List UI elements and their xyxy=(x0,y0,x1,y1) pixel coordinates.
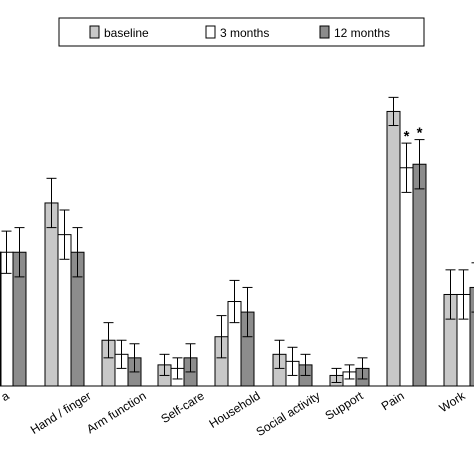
error-bar-hand-finger-12-months xyxy=(72,227,83,278)
category-label-work: Work xyxy=(437,388,469,415)
error-bar-self-care-baseline xyxy=(159,353,170,376)
error-bar-arm-function-3-months xyxy=(116,339,127,369)
error-bar-a-3-months xyxy=(1,230,12,274)
legend-swatch-12-months xyxy=(319,25,330,39)
significance-marker: * xyxy=(404,128,410,145)
bar-hand-finger-baseline xyxy=(44,202,59,387)
error-bar-hand-finger-3-months xyxy=(59,209,70,260)
error-bar-work-baseline xyxy=(445,269,456,320)
error-bar-pain-12-months xyxy=(414,139,425,190)
error-bar-household-baseline xyxy=(216,315,227,359)
legend-swatch-baseline xyxy=(89,25,100,39)
error-bar-social-activity-3-months xyxy=(287,346,298,376)
category-label-a: a xyxy=(0,389,12,405)
error-bar-social-activity-baseline xyxy=(274,339,285,369)
error-bar-household-3-months xyxy=(229,279,240,324)
error-bar-arm-function-baseline xyxy=(103,322,114,359)
error-bar-support-12-months xyxy=(357,357,368,380)
error-bar-pain-3-months xyxy=(401,142,412,193)
bar-pain-12-months xyxy=(412,163,427,387)
error-bar-self-care-3-months xyxy=(172,357,183,380)
category-label-arm-function: Arm function xyxy=(84,389,149,437)
legend-label-12-months: 12 months xyxy=(334,26,390,40)
legend-box xyxy=(58,17,425,47)
error-bar-support-3-months xyxy=(344,364,355,380)
bar-pain-3-months xyxy=(399,167,414,387)
legend-swatch-3-months xyxy=(205,25,216,39)
error-bar-a-12-months xyxy=(14,227,25,278)
error-bar-hand-finger-baseline xyxy=(46,177,57,229)
category-label-pain: Pain xyxy=(379,389,407,414)
category-label-social-activity: Social activity xyxy=(254,389,323,439)
category-label-household: Household xyxy=(207,389,263,431)
error-bar-arm-function-12-months xyxy=(129,343,140,373)
significance-marker: * xyxy=(417,125,423,142)
category-label-self-care: Self-care xyxy=(158,389,206,426)
bar-a-extra xyxy=(0,251,2,387)
error-bar-work-12-months xyxy=(471,262,474,313)
category-label-support: Support xyxy=(323,388,367,422)
error-bar-support-baseline xyxy=(331,367,342,383)
category-label-hand-finger: Hand / finger xyxy=(28,389,94,437)
annotations: * * xyxy=(404,125,423,146)
legend-label-baseline: baseline xyxy=(104,26,149,40)
error-bar-self-care-12-months xyxy=(185,343,196,373)
legend: baseline 3 months 12 months xyxy=(58,17,425,47)
bars xyxy=(0,96,474,387)
error-bar-social-activity-12-months xyxy=(300,353,311,376)
legend-label-3-months: 3 months xyxy=(220,26,269,40)
error-bar-household-12-months xyxy=(242,286,253,338)
error-bar-pain-baseline xyxy=(388,96,399,127)
bar-pain-baseline xyxy=(386,110,401,387)
error-bar-work-3-months xyxy=(458,269,469,320)
bar-work-12-months xyxy=(469,286,474,387)
